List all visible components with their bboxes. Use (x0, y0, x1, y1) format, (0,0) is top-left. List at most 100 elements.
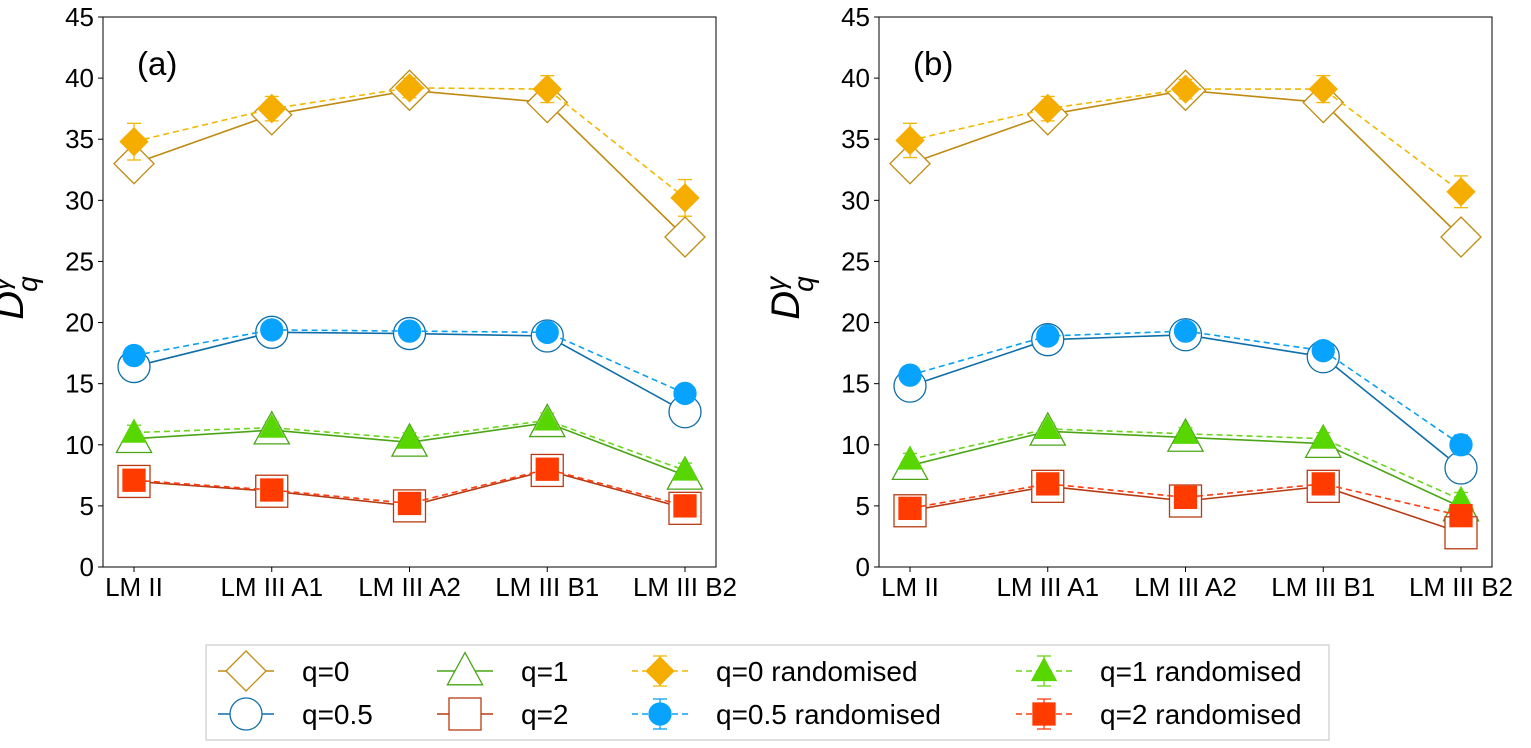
legend-entry-q-1: q=1 (437, 651, 569, 687)
y-tick-label: 15 (841, 369, 870, 399)
legend-marker (446, 651, 484, 686)
series-line (133, 329, 686, 395)
x-tick-label: LM II (881, 572, 939, 602)
data-point (119, 126, 149, 157)
data-point (1308, 74, 1338, 104)
y-tick-label: 20 (65, 308, 94, 338)
y-tick-label: 10 (65, 430, 94, 460)
y-axis-label-main: D (764, 291, 808, 320)
y-axis-label-subscript: q (788, 276, 819, 292)
legend: q=0 q=0.5 q=1 q=2 q=0 randomised q=0.5 random… (205, 644, 1330, 741)
data-point (670, 183, 700, 213)
data-point (535, 320, 559, 344)
series-line (133, 419, 686, 472)
data-point (260, 478, 284, 502)
legend-entry-q-0-randomised: q=0 randomised (632, 655, 918, 687)
series-q-1-randomised (120, 406, 699, 481)
x-tick-label: LM III B2 (633, 572, 737, 602)
data-point (1311, 472, 1335, 496)
data-point (889, 142, 931, 185)
y-tick-label: 45 (65, 2, 94, 32)
data-point (1449, 433, 1473, 457)
x-tick-label: LM III A1 (996, 572, 1099, 602)
legend-label: q=2 randomised (1100, 699, 1302, 730)
data-point (257, 93, 287, 124)
data-point (113, 142, 155, 185)
y-tick-label: 5 (856, 491, 870, 521)
series-line (133, 468, 686, 507)
data-point (896, 445, 924, 470)
y-tick-label: 35 (841, 124, 870, 154)
chart-panel-b: 0 5 10 15 20 25 30 35 40 45 LM II LM III A1 LM III A… (760, 2, 1513, 602)
x-tick-label: LM III B1 (495, 572, 599, 602)
data-point (122, 468, 146, 492)
series-line (909, 428, 1462, 501)
data-point (673, 494, 697, 518)
data-point (1034, 414, 1061, 440)
data-point (1446, 177, 1476, 207)
y-axis-label-main: D (0, 291, 32, 320)
data-point (664, 216, 706, 258)
series-q-0-5 (893, 318, 1478, 485)
data-point (1311, 339, 1335, 363)
series-q-2 (893, 469, 1478, 550)
legend-entry-q-1-randomised: q=1 randomised (1016, 655, 1302, 687)
data-point (1170, 74, 1201, 104)
y-tick-label: 35 (65, 124, 94, 154)
legend-marker (648, 702, 672, 726)
data-point (260, 318, 284, 342)
y-tick-label: 5 (80, 491, 94, 521)
data-point (397, 319, 422, 343)
series-line (133, 89, 686, 238)
y-tick-label: 15 (65, 369, 94, 399)
data-point (394, 73, 425, 103)
legend-marker (1030, 656, 1058, 682)
x-tick-label: LM III B1 (1271, 572, 1375, 602)
data-point (396, 424, 423, 449)
legend-label: q=0 (302, 656, 350, 687)
legend-label: q=0 randomised (716, 656, 918, 687)
y-tick-label: 45 (841, 2, 870, 32)
legend-box (205, 644, 1330, 741)
y-tick-label: 10 (841, 430, 870, 460)
legend-entry-q-0-5: q=0.5 (218, 697, 373, 731)
data-point (534, 406, 561, 431)
legend-label: q=1 (521, 656, 569, 687)
series-q-0-5-randomised (898, 319, 1473, 457)
series-q-0-randomised (895, 74, 1476, 209)
data-point (1449, 504, 1473, 528)
y-axis-label: Dγq (0, 275, 43, 320)
panel-label: (a) (137, 45, 177, 82)
series-line (909, 483, 1462, 517)
data-point (258, 413, 285, 438)
legend-label: q=1 randomised (1100, 656, 1302, 687)
legend-entry-q-0-5-randomised: q=0.5 randomised (632, 698, 941, 730)
x-tick-label: LM II (105, 572, 163, 602)
data-point (1036, 472, 1060, 496)
y-tick-label: 40 (65, 63, 94, 93)
data-point (1310, 424, 1337, 449)
series-line (909, 89, 1462, 238)
y-axis-label-superscript: γ (760, 275, 791, 291)
legend-marker (645, 656, 675, 686)
y-tick-label: 0 (80, 552, 94, 582)
data-point (895, 125, 925, 156)
data-point (1173, 485, 1198, 509)
legend-entry-q-2-randomised: q=2 randomised (1016, 698, 1302, 730)
x-tick-label: LM III B2 (1409, 572, 1513, 602)
panel-label: (b) (913, 45, 953, 82)
data-point (1440, 216, 1482, 258)
legend-marker (448, 697, 482, 731)
data-point (1444, 451, 1478, 485)
legend-label: q=0.5 randomised (716, 699, 941, 730)
data-point (1033, 93, 1063, 124)
data-point (535, 457, 559, 481)
y-tick-label: 25 (841, 246, 870, 276)
y-tick-label: 0 (856, 552, 870, 582)
data-point (1173, 319, 1198, 343)
legend-marker (225, 650, 267, 692)
data-point (898, 363, 922, 387)
data-point (898, 496, 922, 520)
y-axis-label: Dγq (760, 275, 819, 320)
